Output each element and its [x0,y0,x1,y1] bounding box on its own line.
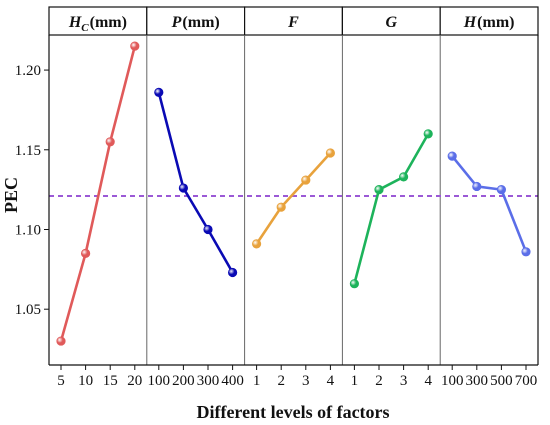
series-line-2 [157,92,234,274]
x-tick-label: 500 [490,373,513,389]
panel-factor-3: F [287,14,299,31]
x-tick-label: 200 [172,373,195,389]
series-layer [56,41,531,346]
x-tick-label: 15 [103,373,118,389]
data-point [252,239,262,249]
x-tick-label: 100 [441,373,464,389]
y-tick-label: 1.05 [15,302,41,318]
panel-title-2: P(mm) [171,14,220,31]
x-tick-label: 20 [127,373,142,389]
y-axis-title: PEC [1,177,21,213]
data-point [56,336,66,346]
panel-factor-5: H [463,14,477,31]
data-point [105,137,115,147]
x-tick-label: 2 [277,373,285,389]
panel-factor-2: P [171,14,182,31]
data-point [496,185,506,195]
panel-strip-2 [146,6,246,36]
data-point [447,151,457,161]
data-point [178,183,188,193]
x-tick-label: 400 [221,373,244,389]
panel-strip-5 [439,6,539,36]
panel-unit-2: (mm) [182,14,219,31]
panel-dividers [146,35,441,365]
data-point [228,267,238,278]
data-point [276,202,286,212]
data-point [130,41,140,51]
data-point [398,172,409,182]
x-tick-label: 4 [327,373,335,389]
x-tick-label: 5 [57,373,65,389]
panel-unit-1: (mm) [90,14,127,31]
panel-strip-1 [48,6,148,36]
data-point [325,148,335,158]
x-axis-title: Different levels of factors [196,402,389,422]
data-point [349,279,359,289]
x-tick-label: 2 [375,373,383,389]
panel-unit-5: (mm) [477,14,514,31]
x-tick-label: 3 [302,373,310,389]
data-point [423,129,433,139]
panel-title-3: F [287,14,299,31]
data-point [81,248,91,259]
axes-layer: 5 10 15 20 100 200 300 400 1 2 3 4 1 2 3 4 100 300 500 7001… [15,35,539,389]
x-tick-label: 3 [400,373,408,389]
panel-title-4: G [386,14,398,31]
series-line-5 [451,155,528,253]
series-line-4 [353,133,430,285]
panel-factor-4: G [386,14,398,31]
y-tick-label: 1.15 [15,143,41,159]
data-point [472,181,482,192]
y-tick-label: 1.20 [15,63,41,79]
x-tick-label: 1 [253,373,261,389]
x-tick-label: 700 [515,373,538,389]
data-point [374,185,384,195]
data-point [154,87,164,97]
panel-title-5: H(mm) [463,14,515,31]
y-tick-label: 1.10 [15,222,41,238]
x-tick-label: 4 [424,373,432,389]
panel-subscript-1: C [81,22,89,34]
x-tick-label: 1 [351,373,359,389]
x-tick-label: 300 [197,373,220,389]
data-point [203,224,213,235]
panel-title-1: HC(mm) [68,14,127,34]
panel-strips: HC(mm) P(mm) F G H(mm) [48,6,539,36]
panel-factor-1: H [68,14,82,31]
data-point [521,247,531,257]
x-tick-label: 100 [148,373,171,389]
series-line-1 [59,45,137,342]
panel-strip-3 [244,6,344,36]
x-tick-label: 10 [78,373,93,389]
data-point [301,175,311,185]
x-tick-label: 300 [466,373,489,389]
series-line-3 [255,152,332,245]
